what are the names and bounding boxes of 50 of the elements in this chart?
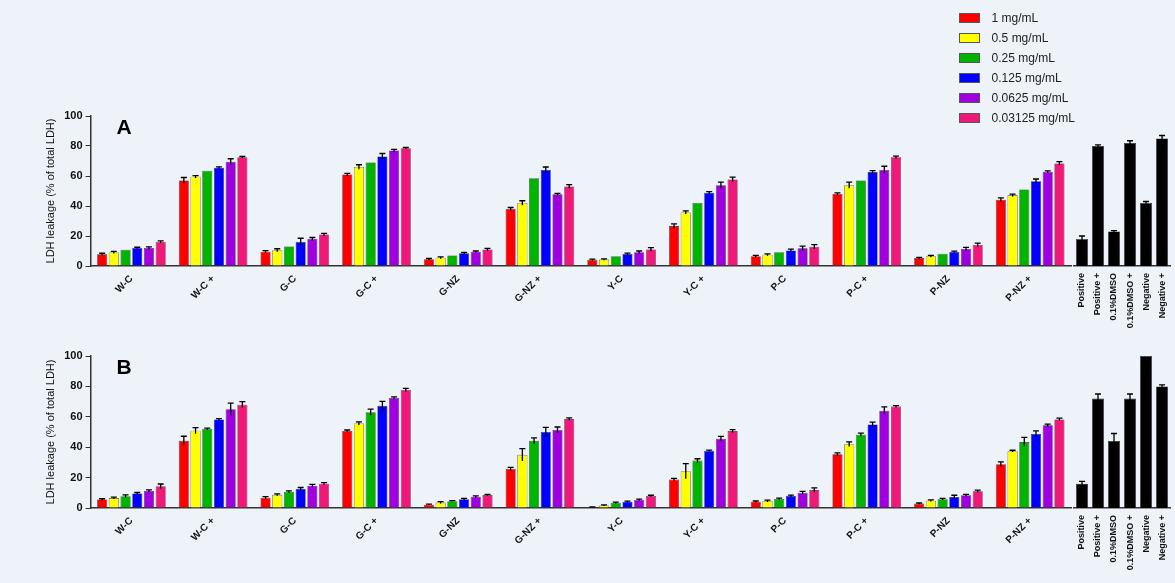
- x-tick-label: Positive: [1076, 273, 1087, 308]
- x-tick-label: Positive +: [1092, 515, 1103, 558]
- x-tick-label: G-C +: [353, 514, 380, 542]
- x-tick-label: Y-C: [605, 272, 625, 293]
- y-tick-label: 20: [70, 229, 83, 242]
- x-tick-label: G-C +: [353, 272, 380, 300]
- x-tick-label: W-C: [112, 272, 135, 295]
- y-tick-label: 60: [70, 169, 83, 182]
- x-tick-label: P-C +: [844, 514, 871, 541]
- x-tick-label: Negative: [1140, 273, 1151, 311]
- x-tick-label: 0.1%DMSO +: [1124, 273, 1135, 329]
- chart-title: B: [116, 355, 132, 379]
- legend-label: 0.5 mg/mL: [991, 31, 1049, 45]
- x-tick-label: P-C +: [844, 272, 871, 299]
- x-tick-label: 0.1%DMSO +: [1124, 515, 1135, 571]
- x-tick-label: 0.1%DMSO: [1108, 515, 1119, 563]
- x-tick-label: Positive +: [1092, 273, 1103, 316]
- x-tick-label: G-C: [277, 514, 299, 536]
- x-tick-label: W-C +: [188, 272, 217, 301]
- chart-title: A: [116, 115, 132, 139]
- y-tick-label: 100: [64, 349, 83, 362]
- y-tick-label: 80: [70, 139, 83, 152]
- x-tick-label: Negative: [1140, 515, 1151, 553]
- y-axis-title: LDH leakage (% of total LDH): [43, 359, 56, 505]
- x-tick-label: Y-C: [605, 514, 625, 535]
- y-tick-label: 60: [70, 409, 83, 422]
- x-tick-label: Positive: [1076, 515, 1087, 550]
- y-axis-title: LDH leakage (% of total LDH): [43, 118, 56, 264]
- y-tick-label: 0: [76, 259, 83, 272]
- y-tick-label: 40: [70, 440, 83, 453]
- x-tick-label: 0.1%DMSO: [1108, 273, 1119, 321]
- legend-label: 0.25 mg/mL: [991, 51, 1055, 65]
- legend-label: 0.125 mg/mL: [991, 71, 1062, 85]
- y-tick-label: 40: [70, 199, 83, 212]
- y-tick-label: 20: [70, 470, 83, 483]
- legend-label: 0.0625 mg/mL: [991, 91, 1069, 105]
- legend-label: 1 mg/mL: [991, 11, 1039, 25]
- x-tick-label: Y-C +: [681, 514, 707, 541]
- y-tick-label: 0: [76, 501, 83, 514]
- x-tick-label: Y-C +: [681, 272, 707, 299]
- legend-label: 0.03125 mg/mL: [991, 111, 1075, 125]
- y-tick-label: 100: [64, 109, 83, 122]
- x-tick-label: Negative +: [1156, 515, 1167, 561]
- x-tick-label: P-C: [768, 272, 789, 293]
- x-tick-label: P-C: [768, 514, 789, 535]
- x-tick-label: W-C: [112, 514, 135, 537]
- x-tick-label: G-C: [277, 272, 299, 294]
- x-tick-label: W-C +: [188, 514, 217, 543]
- x-tick-label: Negative +: [1156, 273, 1167, 319]
- y-tick-label: 80: [70, 379, 83, 392]
